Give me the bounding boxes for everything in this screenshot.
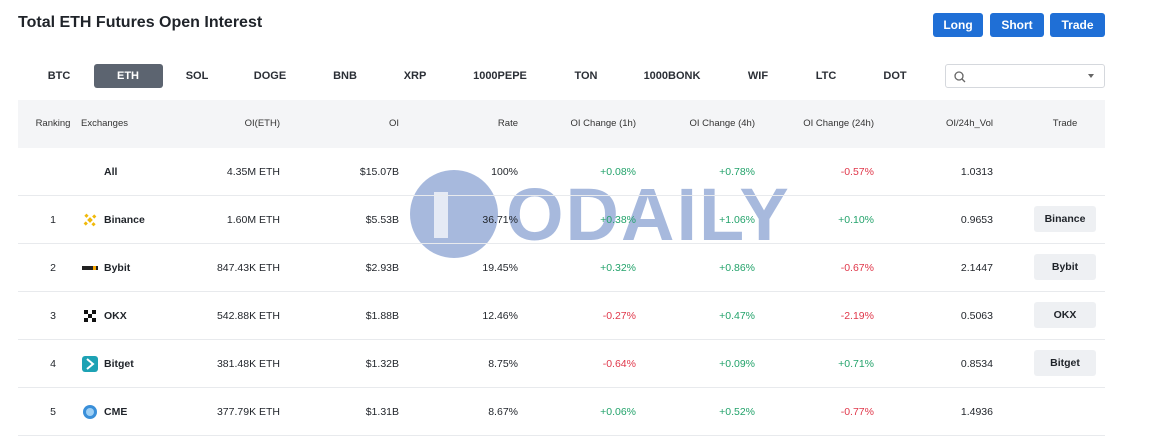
exchange-name: All	[104, 166, 118, 178]
header-button[interactable]: Trade	[1050, 13, 1105, 37]
table-cell: +0.32%	[600, 262, 636, 274]
table-cell: 2.1447	[960, 262, 993, 274]
table-cell: 1.4936	[960, 406, 993, 418]
column-header: Exchanges	[81, 118, 129, 129]
search-icons	[954, 71, 1094, 83]
table-cell: 1	[50, 214, 56, 226]
table-cell: +1.06%	[719, 214, 755, 226]
table-cell: 2	[50, 262, 56, 274]
exchange-icon	[81, 355, 99, 373]
tab[interactable]: DOT	[883, 70, 907, 82]
table-cell: +0.08%	[600, 166, 636, 178]
table-cell: 0.8534	[960, 358, 993, 370]
table-cell: 36.71%	[482, 214, 518, 226]
trade-button[interactable]: Bitget	[1034, 350, 1096, 376]
table-cell: +0.38%	[600, 214, 636, 226]
exchange-icon	[81, 211, 99, 229]
tab[interactable]: BNB	[333, 70, 357, 82]
table-cell: $5.53B	[365, 214, 399, 226]
table-cell: 0.5063	[960, 310, 993, 322]
trade-button[interactable]: Bybit	[1034, 254, 1096, 280]
column-header: Ranking	[35, 118, 71, 129]
tab[interactable]: TON	[574, 70, 598, 82]
tab[interactable]: XRP	[403, 70, 427, 82]
table-cell: 4.35M ETH	[226, 166, 280, 178]
table-cell: 0.9653	[960, 214, 993, 226]
watermark: ODAILY	[506, 173, 791, 256]
table-cell: -2.19%	[840, 310, 874, 322]
table-cell: +0.78%	[719, 166, 755, 178]
column-header: OI Change (1h)	[570, 118, 636, 129]
table-cell: 12.46%	[482, 310, 518, 322]
tab[interactable]: 1000PEPE	[473, 70, 527, 82]
column-header: Trade	[1052, 118, 1078, 129]
watermark-logo	[410, 170, 498, 258]
column-header: Rate	[497, 118, 518, 129]
table-cell: +0.47%	[719, 310, 755, 322]
tab[interactable]: ETH	[93, 64, 163, 88]
trade-button[interactable]: Binance	[1034, 206, 1096, 232]
table-cell: $15.07B	[359, 166, 399, 178]
table-cell: -0.57%	[840, 166, 874, 178]
table-cell: 8.75%	[488, 358, 518, 370]
exchange-icon	[81, 403, 99, 421]
table-row	[18, 292, 1105, 340]
tab[interactable]: SOL	[185, 70, 209, 82]
header-button[interactable]: Short	[990, 13, 1044, 37]
table-cell: 100%	[491, 166, 518, 178]
table-cell: 381.48K ETH	[216, 358, 280, 370]
table-cell: 19.45%	[482, 262, 518, 274]
page-title: Total ETH Futures Open Interest	[18, 14, 263, 31]
tab[interactable]: LTC	[815, 70, 837, 82]
header-button[interactable]: Long	[933, 13, 983, 37]
column-header: OI Change (4h)	[689, 118, 755, 129]
exchange-name: Binance	[104, 214, 145, 226]
tab[interactable]: WIF	[747, 70, 769, 82]
table-cell: 1.0313	[960, 166, 993, 178]
exchange-icon	[81, 259, 99, 277]
column-header: OI(ETH)	[244, 118, 280, 129]
table-cell: +0.10%	[838, 214, 874, 226]
table-cell: 3	[50, 310, 56, 322]
tab[interactable]: 1000BONK	[643, 70, 701, 82]
table-cell: -0.67%	[840, 262, 874, 274]
table-cell: $1.32B	[365, 358, 399, 370]
table-cell: 8.67%	[488, 406, 518, 418]
table-cell: 542.88K ETH	[216, 310, 280, 322]
trade-button[interactable]: OKX	[1034, 302, 1096, 328]
exchange-name: Bybit	[104, 262, 131, 274]
exchange-icon	[81, 307, 99, 325]
table-row	[18, 340, 1105, 388]
table-cell: +0.52%	[719, 406, 755, 418]
table-cell: $1.31B	[365, 406, 399, 418]
exchange-name: CME	[104, 406, 128, 418]
table-cell: $1.88B	[365, 310, 399, 322]
table-cell: 1.60M ETH	[226, 214, 280, 226]
table-cell: +0.71%	[838, 358, 874, 370]
table-row	[18, 196, 1105, 244]
exchange-name: OKX	[104, 310, 127, 322]
table-cell: $2.93B	[365, 262, 399, 274]
table-cell: -0.77%	[840, 406, 874, 418]
search-box[interactable]	[945, 64, 1105, 88]
table-cell: 4	[50, 358, 56, 370]
table-cell: +0.06%	[600, 406, 636, 418]
table-cell: 847.43K ETH	[216, 262, 280, 274]
tab[interactable]: DOGE	[253, 70, 287, 82]
tab[interactable]: BTC	[47, 70, 71, 82]
column-header: OI Change (24h)	[803, 118, 874, 129]
table-cell: -0.27%	[602, 310, 636, 322]
table-cell: +0.86%	[719, 262, 755, 274]
table-cell: 5	[50, 406, 56, 418]
column-header: OI	[388, 118, 399, 129]
table-cell: 377.79K ETH	[216, 406, 280, 418]
table-cell: +0.09%	[719, 358, 755, 370]
column-header: OI/24h_Vol	[945, 118, 993, 129]
table-row	[18, 244, 1105, 292]
table-header	[18, 100, 1105, 148]
table-cell: -0.64%	[602, 358, 636, 370]
exchange-name: Bitget	[104, 358, 134, 370]
table-row	[18, 148, 1105, 196]
